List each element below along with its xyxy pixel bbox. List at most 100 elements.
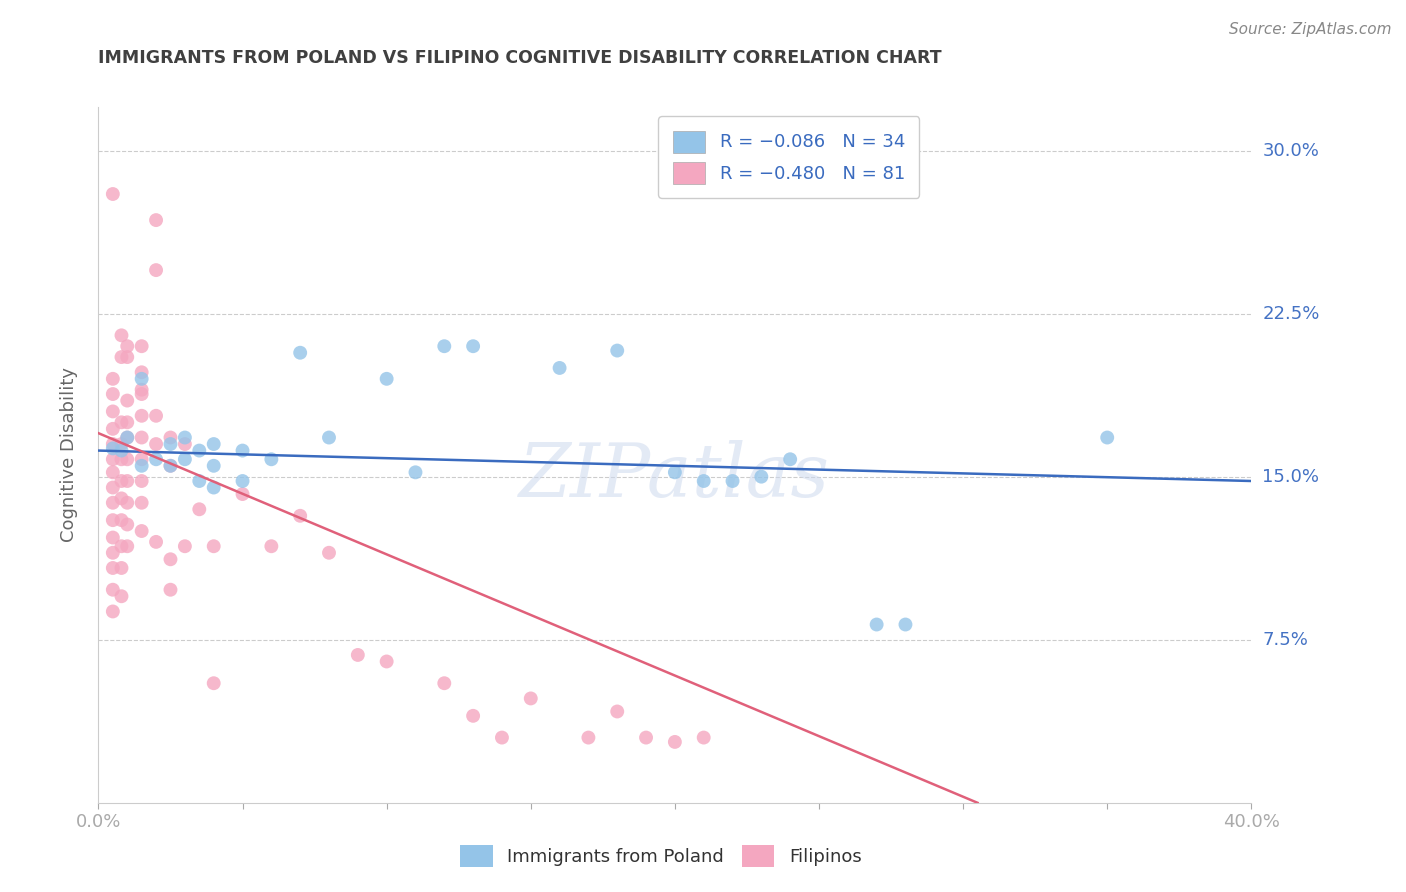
Point: [721, 474, 744, 488]
Point: [131, 496, 153, 510]
Point: [145, 535, 167, 549]
Point: [110, 474, 132, 488]
Point: [101, 422, 124, 436]
Point: [188, 443, 211, 458]
Point: [117, 496, 138, 510]
Point: [606, 705, 628, 719]
Point: [131, 372, 153, 386]
Point: [433, 339, 456, 353]
Legend: R = −0.086   N = 34, R = −0.480   N = 81: R = −0.086 N = 34, R = −0.480 N = 81: [658, 116, 920, 198]
Point: [117, 393, 138, 408]
Point: [101, 561, 124, 575]
Text: IMMIGRANTS FROM POLAND VS FILIPINO COGNITIVE DISABILITY CORRELATION CHART: IMMIGRANTS FROM POLAND VS FILIPINO COGNI…: [98, 49, 942, 67]
Point: [202, 481, 225, 495]
Point: [117, 350, 138, 364]
Point: [159, 437, 181, 451]
Point: [110, 561, 132, 575]
Point: [461, 339, 484, 353]
Point: [110, 539, 132, 553]
Point: [606, 343, 628, 358]
Point: [461, 708, 484, 723]
Point: [290, 345, 312, 359]
Point: [548, 360, 571, 375]
Point: [159, 431, 181, 445]
Point: [131, 387, 153, 401]
Point: [145, 409, 167, 423]
Point: [131, 383, 153, 397]
Point: [117, 415, 138, 429]
Point: [101, 481, 124, 495]
Point: [159, 552, 181, 566]
Point: [346, 648, 368, 662]
Point: [491, 731, 513, 745]
Point: [110, 452, 132, 467]
Point: [202, 437, 225, 451]
Point: [188, 474, 211, 488]
Point: [131, 339, 153, 353]
Y-axis label: Cognitive Disability: Cognitive Disability: [59, 368, 77, 542]
Point: [117, 539, 138, 553]
Point: [110, 443, 132, 458]
Point: [101, 452, 124, 467]
Text: 7.5%: 7.5%: [1263, 631, 1309, 648]
Text: ZIPatlas: ZIPatlas: [519, 440, 831, 512]
Point: [110, 589, 132, 603]
Point: [131, 409, 153, 423]
Point: [101, 372, 124, 386]
Point: [117, 452, 138, 467]
Point: [779, 452, 801, 467]
Point: [188, 502, 211, 516]
Text: 22.5%: 22.5%: [1263, 304, 1320, 323]
Point: [664, 735, 686, 749]
Point: [159, 458, 181, 473]
Point: [110, 415, 132, 429]
Point: [131, 431, 153, 445]
Point: [693, 474, 716, 488]
Point: [202, 458, 225, 473]
Point: [131, 524, 153, 538]
Point: [145, 263, 167, 277]
Point: [110, 513, 132, 527]
Point: [131, 458, 153, 473]
Point: [693, 731, 716, 745]
Point: [117, 517, 138, 532]
Point: [110, 437, 132, 451]
Point: [145, 437, 167, 451]
Point: [1097, 431, 1119, 445]
Point: [101, 605, 124, 619]
Point: [318, 546, 340, 560]
Point: [117, 474, 138, 488]
Point: [290, 508, 312, 523]
Text: 15.0%: 15.0%: [1263, 467, 1319, 485]
Point: [578, 731, 600, 745]
Point: [231, 443, 254, 458]
Point: [101, 582, 124, 597]
Point: [174, 431, 197, 445]
Point: [101, 466, 124, 480]
Point: [101, 531, 124, 545]
Point: [101, 404, 124, 418]
Point: [101, 496, 124, 510]
Point: [520, 691, 543, 706]
Point: [202, 539, 225, 553]
Point: [101, 437, 124, 451]
Point: [751, 469, 773, 483]
Point: [894, 617, 917, 632]
Point: [231, 487, 254, 501]
Point: [866, 617, 889, 632]
Point: [405, 466, 427, 480]
Point: [101, 546, 124, 560]
Point: [131, 452, 153, 467]
Point: [260, 452, 283, 467]
Point: [101, 387, 124, 401]
Point: [433, 676, 456, 690]
Point: [117, 431, 138, 445]
Point: [318, 431, 340, 445]
Text: 30.0%: 30.0%: [1263, 142, 1319, 160]
Point: [664, 466, 686, 480]
Point: [174, 437, 197, 451]
Point: [231, 474, 254, 488]
Point: [101, 442, 124, 456]
Point: [174, 539, 197, 553]
Point: [636, 731, 658, 745]
